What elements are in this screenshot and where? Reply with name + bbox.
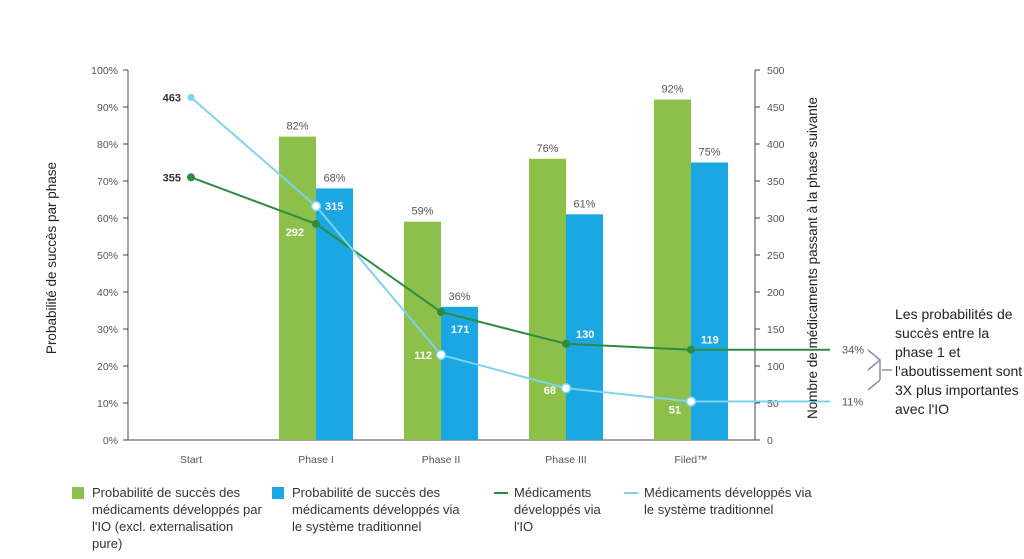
left-tick-label: 60% <box>97 213 118 225</box>
left-tick-label: 80% <box>97 139 118 151</box>
left-tick-label: 10% <box>97 398 118 410</box>
bar-value-label: 59% <box>411 206 433 218</box>
legend-swatch <box>624 492 638 494</box>
line-trad-value-label: 68 <box>544 385 556 397</box>
line-trad-value-label: 112 <box>414 350 432 362</box>
line-io-point <box>562 339 570 348</box>
line-traditional-point <box>560 382 572 394</box>
right-tick-label: 300 <box>767 213 785 225</box>
bar-io <box>529 158 566 441</box>
right-tick-label: 400 <box>767 139 785 151</box>
left-tick-label: 20% <box>97 361 118 373</box>
left-tick-label: 50% <box>97 250 118 262</box>
line-io-point <box>187 173 195 182</box>
x-tick-label: Phase II <box>422 454 461 466</box>
legend-label: Médicaments développés via l'IO <box>514 485 601 534</box>
line-io-value-label: 355 <box>163 172 181 184</box>
line-io-point <box>437 307 445 316</box>
x-tick-label: Filed™ <box>674 454 707 466</box>
bars <box>279 99 728 441</box>
line-traditional-point <box>435 349 447 361</box>
line-io <box>190 176 830 351</box>
line-traditional-point <box>310 200 322 212</box>
left-tick-label: 40% <box>97 287 118 299</box>
right-tick-label: 100 <box>767 361 785 373</box>
bar-traditional <box>566 214 603 440</box>
x-tick-label: Start <box>180 454 202 466</box>
right-tick-label: 200 <box>767 287 785 299</box>
right-tick-label: 350 <box>767 176 785 188</box>
legend-label: Probabilité de succès des médicaments dé… <box>292 485 460 534</box>
left-tick-label: 70% <box>97 176 118 188</box>
bar-io <box>279 136 316 440</box>
bar-value-label: 75% <box>698 147 720 159</box>
line-traditional-point <box>685 396 697 407</box>
bar-io <box>654 99 691 440</box>
left-tick-label: 100% <box>91 65 118 77</box>
bar-value-label: 76% <box>536 143 558 155</box>
line-io-value-label: 292 <box>286 227 304 239</box>
annotation-bracket <box>867 349 882 391</box>
bar-value-label: 82% <box>286 121 308 133</box>
labels: 82% 59% 76% 92% 68% 36% 61% 75% 34% 11% 355 292 130 1… <box>163 84 865 417</box>
x-tick-label: Phase III <box>545 454 586 466</box>
right-tick-label: 250 <box>767 250 785 262</box>
legend-swatch <box>72 487 84 499</box>
left-axis-title: Probabilité de succès par phase <box>44 162 59 354</box>
line-traditional <box>190 96 830 403</box>
x-tick-label: Phase I <box>298 454 334 466</box>
bar-traditional <box>316 188 353 440</box>
line-trad-value-label: 51 <box>669 405 681 417</box>
line-trad-value-label: 315 <box>325 201 343 213</box>
left-tick-label: 90% <box>97 102 118 114</box>
bar-traditional <box>441 306 478 440</box>
right-tick-label: 150 <box>767 324 785 336</box>
right-tick-label: 50 <box>767 398 779 410</box>
legend-swatch <box>494 492 508 494</box>
line-io-value-label: 130 <box>576 329 594 341</box>
bar-value-label: 61% <box>573 198 595 210</box>
lines <box>187 93 892 407</box>
bar-value-label: 68% <box>323 172 345 184</box>
right-tick-label: 450 <box>767 102 785 114</box>
line-io-point <box>687 345 695 354</box>
bar-io <box>404 221 441 440</box>
line-io-point <box>312 219 320 228</box>
legend-swatch <box>272 487 284 499</box>
annotation-note: Les probabilités de succès entre la phas… <box>895 306 1023 417</box>
left-tick-label: 30% <box>97 324 118 336</box>
right-axis-title: Nombre de médicaments passant à la phase… <box>805 97 820 419</box>
legend-label: Médicaments développés via le système tr… <box>644 485 812 517</box>
line-end-percent: 34% <box>842 345 864 357</box>
bar-traditional <box>691 162 728 440</box>
legend-label: Probabilité de succès des médicaments dé… <box>92 485 262 551</box>
line-trad-value-label: 463 <box>163 92 181 104</box>
line-io-value-label: 119 <box>701 335 719 347</box>
right-tick-label: 500 <box>767 65 785 77</box>
line-trad-value-label: 171 <box>451 324 469 336</box>
right-tick-label: 0 <box>767 435 773 447</box>
bar-value-label: 92% <box>661 84 683 96</box>
line-end-percent: 11% <box>842 397 863 409</box>
axes: 0% 10% 20% 30% 40% 50% 60% 70% 80% 90% 100% 0 50 100 1… <box>91 65 785 466</box>
bar-value-label: 36% <box>448 291 470 303</box>
line-traditional-point <box>187 93 195 101</box>
left-tick-label: 0% <box>103 435 118 447</box>
